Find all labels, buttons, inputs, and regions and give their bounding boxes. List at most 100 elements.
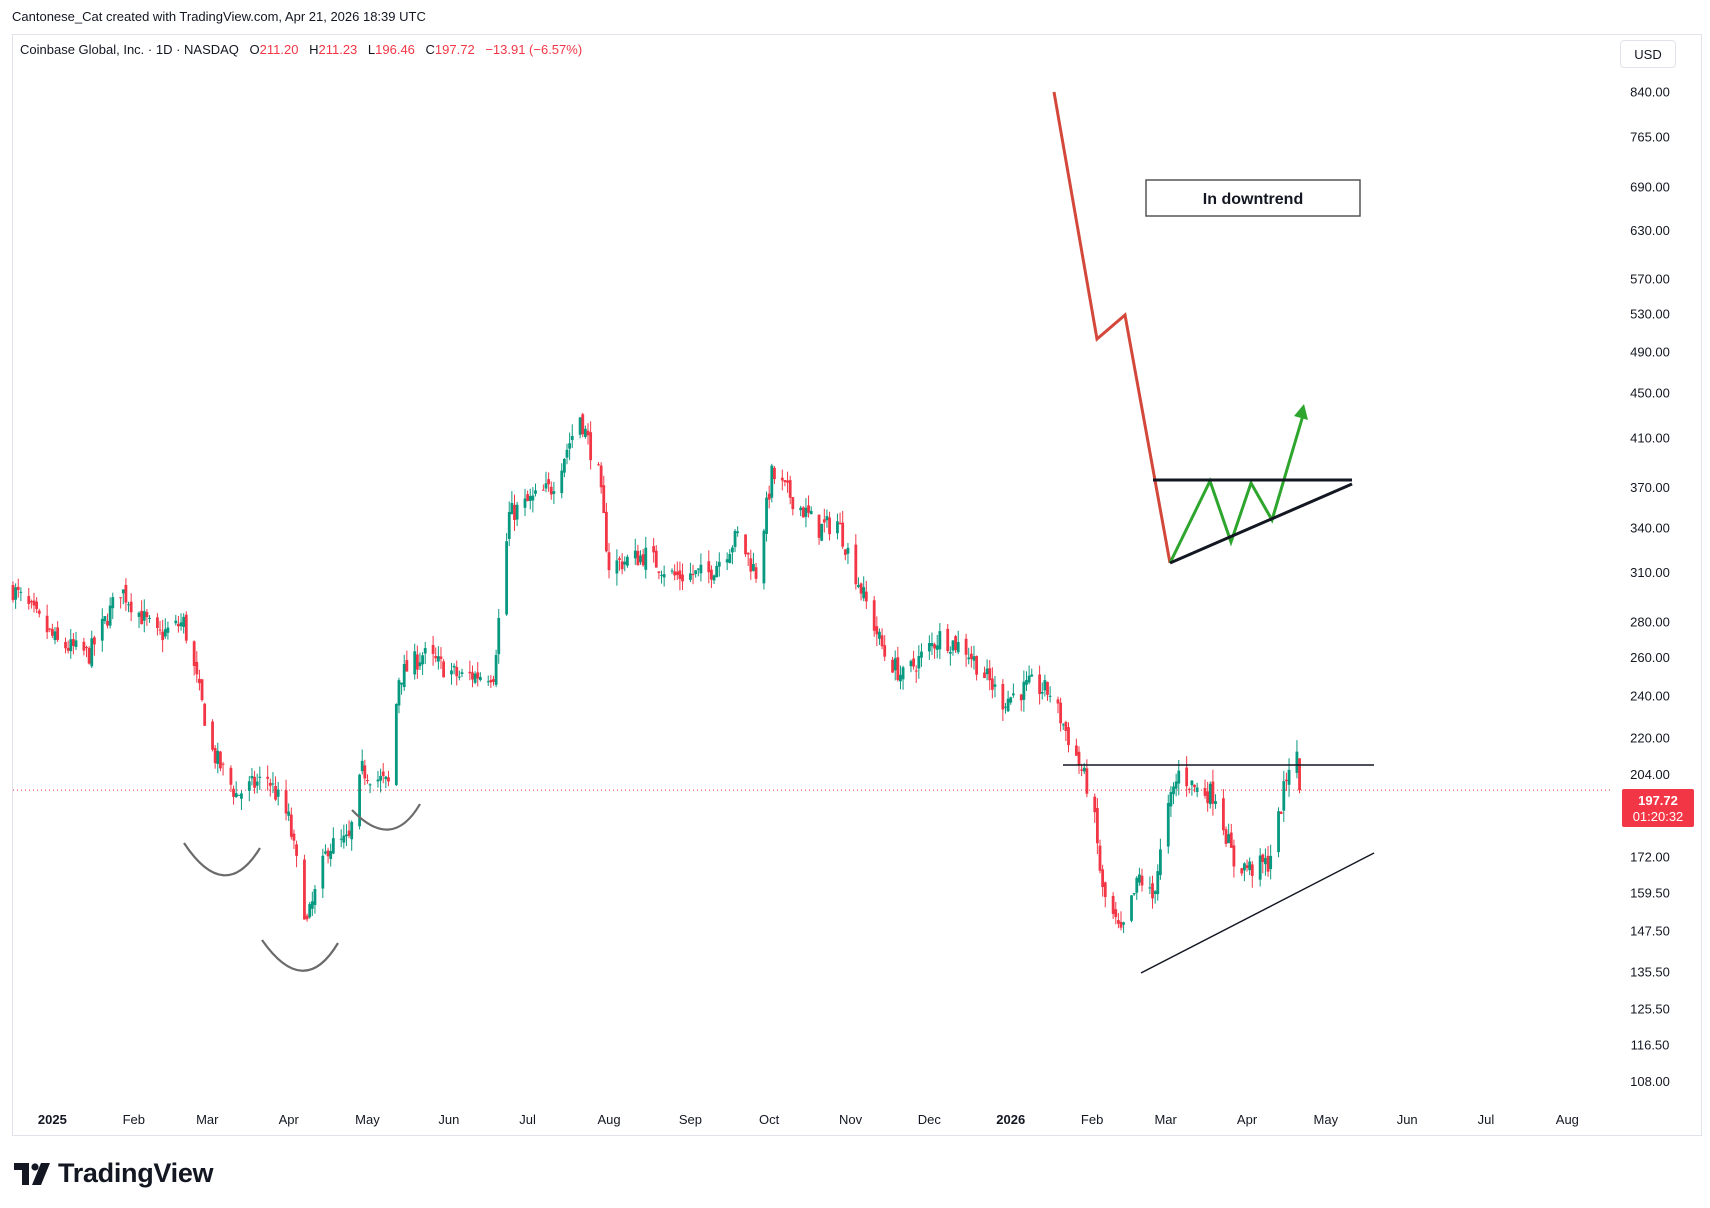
symbol-title[interactable]: Coinbase Global, Inc. · 1D · NASDAQ [20,42,239,57]
candle-body [505,541,509,615]
candle-body [547,479,551,485]
candle-body [933,644,936,649]
candle [983,666,986,679]
candle-body [604,511,608,552]
candle [442,659,446,678]
last-price-tag: 197.72 01:20:32 [1622,789,1694,827]
price-axis[interactable]: 840.00 765.00 690.00 630.00 570.00 530.00 490.… [1630,84,1670,1088]
candle [578,416,582,439]
candle-body [914,670,918,672]
candle-body [864,591,868,602]
candle [1222,789,1225,836]
head-arc [261,939,339,972]
candle-body [163,629,167,637]
candle-body [400,682,403,685]
candle-body [376,779,380,782]
candle [413,643,417,680]
candle-body [1203,788,1207,796]
candle-body [689,573,692,580]
candle-body [972,656,976,661]
left-shoulder-arc [183,842,261,877]
candle [699,553,703,582]
candle-body [1004,706,1007,708]
candles [11,412,1301,934]
candle [972,645,976,670]
candle-body [497,617,501,655]
candle [620,553,624,575]
candle-body [124,584,128,603]
time-tick-label: Feb [123,1112,145,1127]
candle-body [129,601,133,613]
candle-body [807,505,810,513]
candle [492,675,495,686]
candle [654,545,658,568]
candle [859,582,863,601]
candle [142,599,146,633]
time-axis[interactable]: 2025 Feb Mar Apr May Jun Jul Aug Sep Oct Nov Dec 202… [38,1112,1579,1127]
candle-body [1030,674,1034,677]
candle [510,491,514,515]
candle [1285,772,1288,791]
candle [712,574,716,585]
candle-body [100,618,104,641]
candle-body [1074,745,1078,756]
candle [639,550,642,565]
candle [29,599,33,609]
candle [350,820,354,851]
candle-body [405,660,409,672]
candle-body [161,631,165,641]
tradingview-logo[interactable]: TradingView [14,1158,214,1189]
candle-body [402,663,406,688]
candle [1193,784,1196,793]
candle-body [1232,845,1236,867]
candle-body [694,570,698,574]
candle [198,669,201,691]
candle [597,462,600,466]
candle [670,568,674,575]
candle-body [1095,808,1099,844]
candle [948,646,952,666]
candle [455,660,459,686]
candle-body [182,616,186,627]
candle-body [712,575,716,581]
candle-body [229,767,233,785]
candle-body [274,785,277,800]
price-tick-label: 116.50 [1631,1037,1670,1052]
candle-body [633,550,637,559]
candle-body [990,678,994,690]
candle-body [597,464,600,466]
candle-body [607,552,611,571]
candle [1287,758,1291,797]
candle-body [413,651,417,675]
candle [633,538,637,565]
candle-body [783,480,787,483]
price-tick-label: 490.00 [1630,344,1670,359]
candle-body [85,647,88,649]
candle [623,556,627,572]
candle [342,824,346,849]
price-tick-label: 690.00 [1630,179,1670,194]
candle-body [754,567,758,579]
candle-body [636,550,640,566]
candle [822,508,826,533]
candle [636,544,640,566]
candle-body [534,490,537,494]
candle [1040,682,1044,700]
currency-button[interactable]: USD [1620,40,1676,68]
candle [124,578,128,611]
candle-body [192,641,196,667]
candle-body [434,656,438,659]
candle [71,633,75,655]
candle [657,570,661,580]
candle [1080,763,1084,777]
candle [271,772,275,794]
downtrend-label-box[interactable] [1145,179,1361,217]
candle-body [1130,895,1133,921]
candle [1229,823,1233,848]
candle-body [494,655,498,685]
candle [276,781,280,806]
support-trendline[interactable] [1140,852,1375,974]
candle [820,523,824,542]
candle-body [200,679,204,700]
